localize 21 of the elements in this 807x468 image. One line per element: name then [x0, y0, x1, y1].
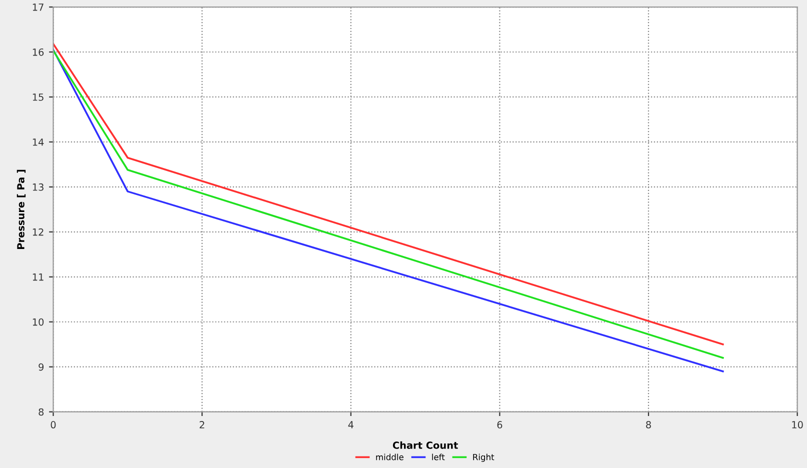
- x-tick-label: 8: [646, 421, 651, 428]
- x-tick-label: 4: [348, 421, 354, 428]
- x-axis-title: Chart Count: [392, 441, 458, 449]
- x-tick-label: 10: [792, 421, 803, 428]
- y-tick-label: 9: [38, 363, 44, 371]
- y-tick-label: 13: [32, 183, 44, 191]
- legend-label: middle: [376, 454, 404, 460]
- x-tick-label: 0: [50, 421, 56, 428]
- x-tick-label: 6: [497, 421, 502, 428]
- y-tick-label: 14: [32, 138, 44, 146]
- y-tick-label: 8: [38, 408, 44, 416]
- y-tick-label: 11: [32, 274, 44, 281]
- x-tick-label: 2: [200, 421, 204, 428]
- y-tick-label: 10: [32, 318, 44, 326]
- y-tick-label: 12: [32, 228, 44, 236]
- y-tick-label: 15: [32, 94, 44, 101]
- y-axis-title: Pressure [ Pa ]: [16, 170, 26, 249]
- y-tick-label: 17: [32, 4, 44, 11]
- y-tick-label: 16: [32, 48, 44, 56]
- legend-label: left: [432, 454, 445, 460]
- legend-label: Right: [473, 454, 494, 462]
